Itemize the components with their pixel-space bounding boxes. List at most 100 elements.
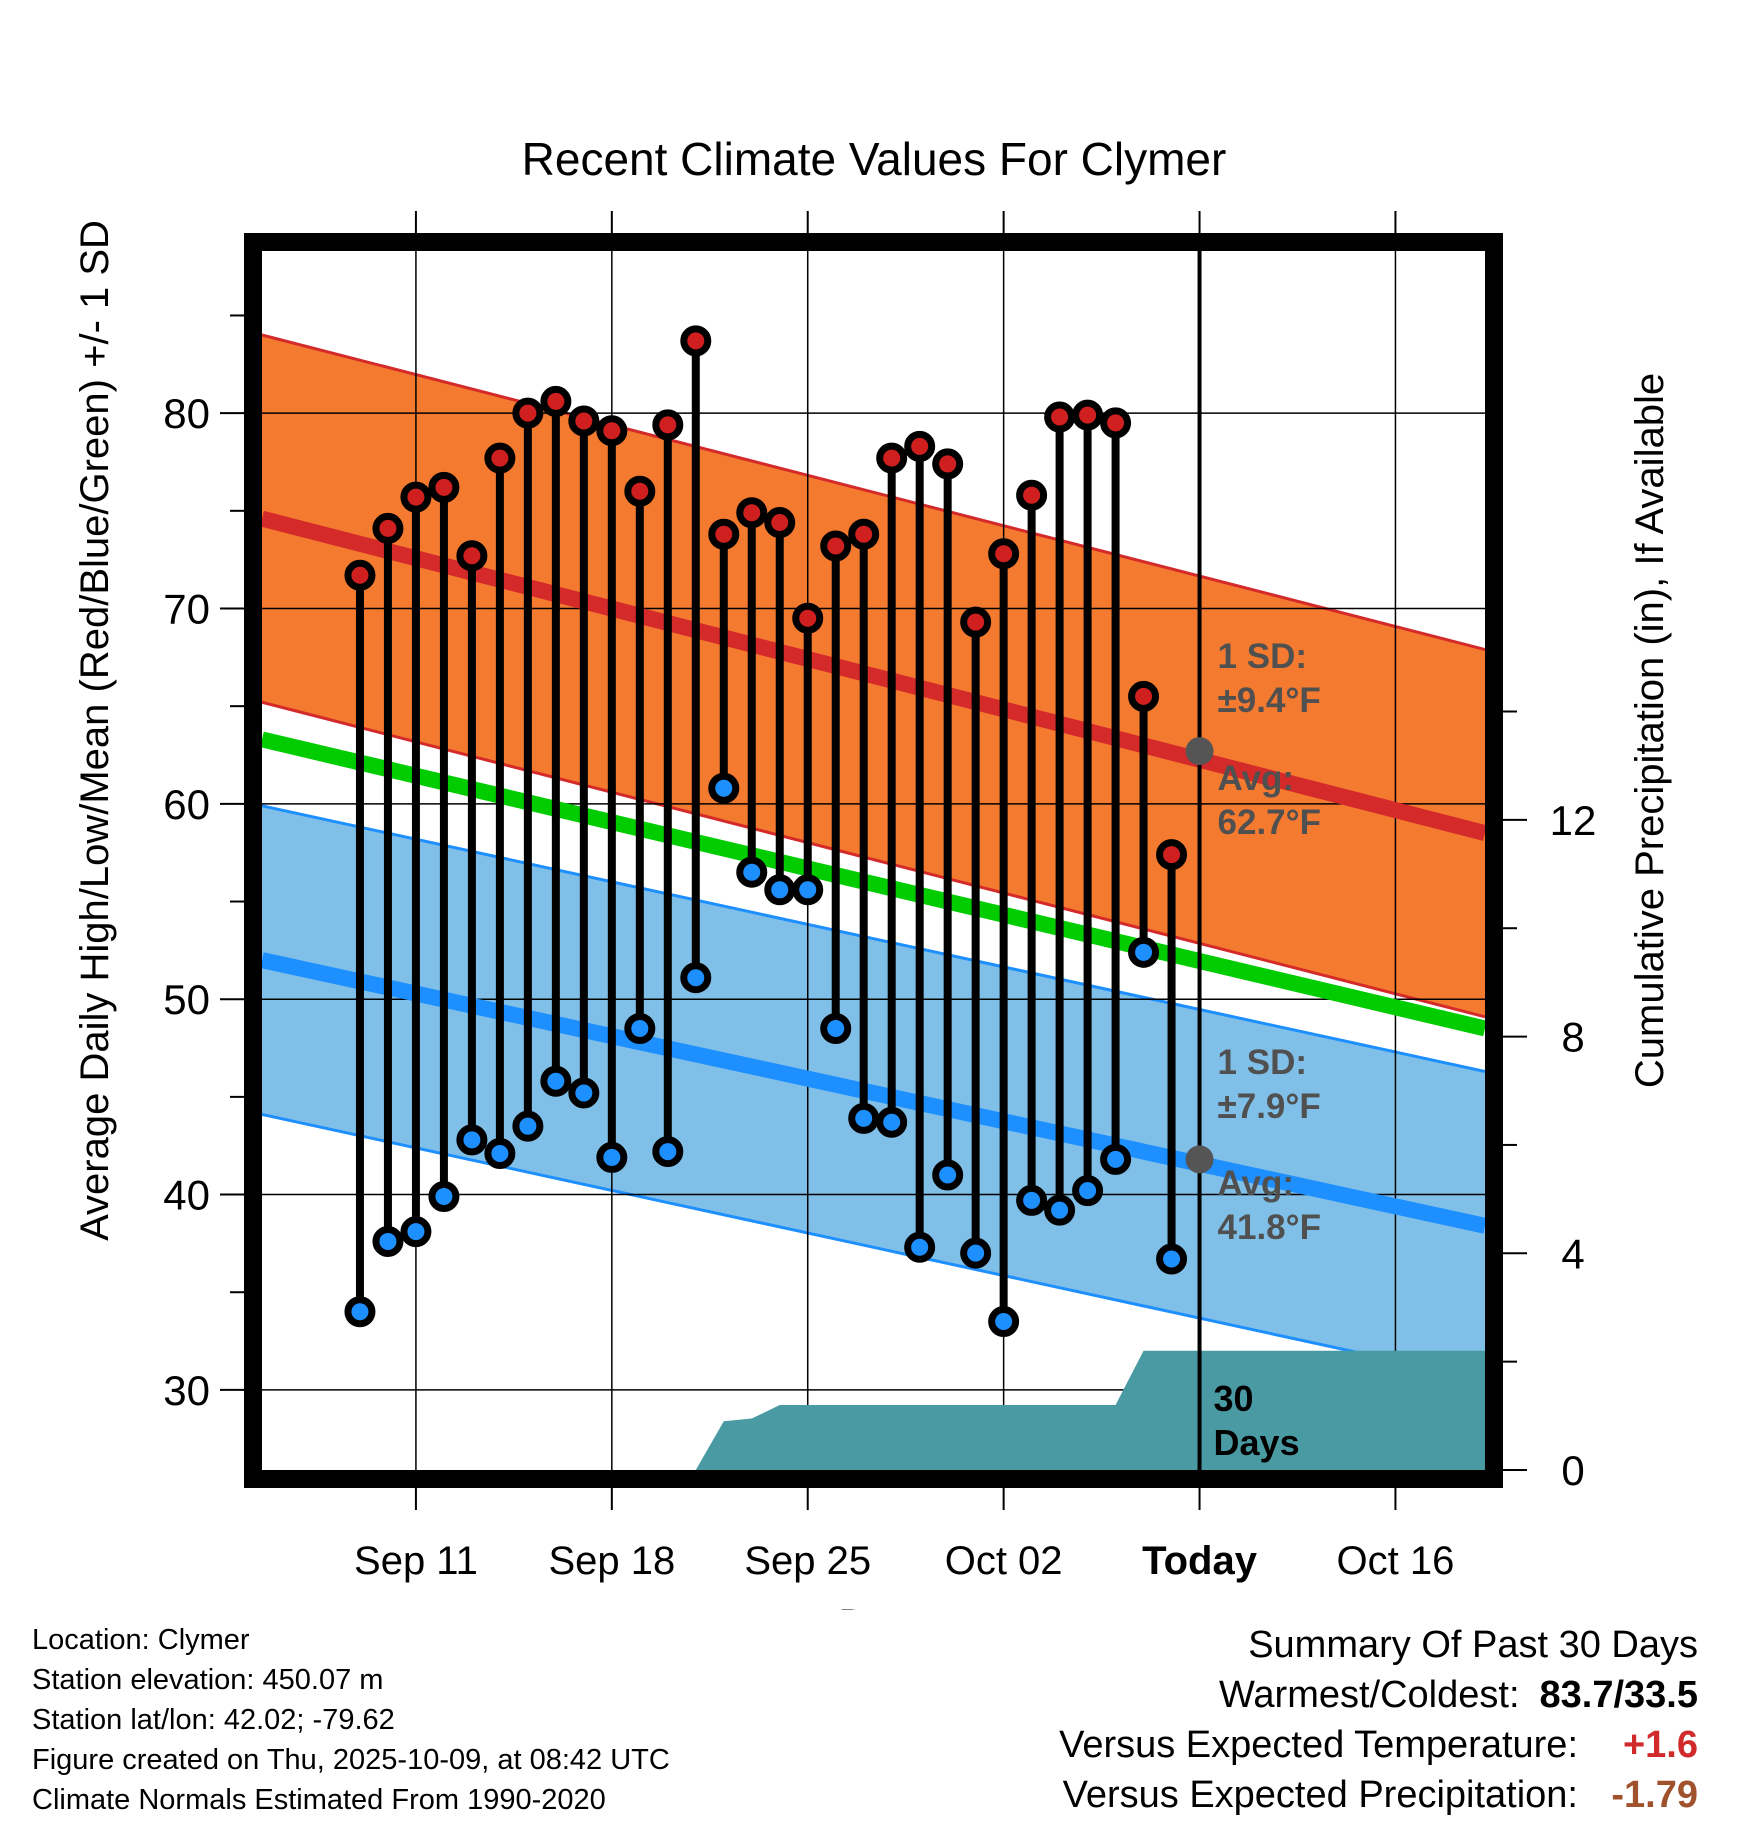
y-tick-label: 60 bbox=[163, 781, 210, 828]
low-point bbox=[820, 1013, 852, 1045]
low-point bbox=[1156, 1243, 1188, 1275]
high-point bbox=[456, 540, 488, 572]
high-point bbox=[1156, 839, 1188, 871]
precip-area bbox=[695, 1350, 1485, 1470]
y-tick-label: 30 bbox=[163, 1367, 210, 1414]
x-axis-label: Day bbox=[838, 1602, 909, 1610]
high-point bbox=[1128, 680, 1160, 712]
summary-temp: Versus Expected Temperature: +1.6 bbox=[1059, 1720, 1698, 1770]
low-avg-label: Avg: bbox=[1218, 1164, 1294, 1203]
climate-chart: Recent Climate Values For Clymer 1 SD: ±9… bbox=[73, 133, 1672, 1610]
precip-label-line1: 30 bbox=[1214, 1378, 1254, 1419]
low-sd-value: ±7.9°F bbox=[1218, 1087, 1321, 1126]
low-point bbox=[540, 1065, 572, 1097]
high-sd-band-lower-edge bbox=[261, 700, 1486, 1019]
high-point bbox=[400, 481, 432, 513]
high-point bbox=[960, 606, 992, 638]
summary-warm-cold: Warmest/Coldest: 83.7/33.5 bbox=[1059, 1670, 1698, 1720]
summary-precip: Versus Expected Precipitation: -1.79 bbox=[1059, 1770, 1698, 1820]
elevation-text: Station elevation: 450.07 m bbox=[32, 1664, 384, 1696]
low-point bbox=[764, 874, 796, 906]
low-point bbox=[428, 1181, 460, 1213]
high-point bbox=[1044, 401, 1076, 433]
low-sd-band-lower-edge bbox=[261, 1112, 1486, 1382]
high-point bbox=[708, 518, 740, 550]
high-point bbox=[876, 442, 908, 474]
today-low-avg-marker bbox=[1185, 1145, 1214, 1174]
low-point bbox=[1016, 1184, 1048, 1216]
low-point bbox=[792, 874, 824, 906]
high-point bbox=[848, 518, 880, 550]
summary-title: Summary Of Past 30 Days bbox=[1248, 1624, 1698, 1666]
low-point bbox=[932, 1159, 964, 1191]
y-right-tick-label: 0 bbox=[1561, 1447, 1584, 1494]
plot-frame bbox=[244, 233, 1503, 1488]
station-info: Location: Clymer Station elevation: 450.… bbox=[32, 1620, 670, 1820]
high-point bbox=[512, 397, 544, 429]
warm-cold-label: Warmest/Coldest: bbox=[1218, 1674, 1520, 1716]
chart-title: Recent Climate Values For Clymer bbox=[522, 133, 1227, 185]
low-point bbox=[876, 1106, 908, 1138]
high-point bbox=[1072, 399, 1104, 431]
precip-value: -1.79 bbox=[1611, 1774, 1698, 1816]
x-tick-label: Oct 16 bbox=[1337, 1539, 1455, 1583]
high-point bbox=[904, 430, 936, 462]
high-point bbox=[596, 415, 628, 447]
y-axis-right-label: Cumulative Precipitation (in), If Availa… bbox=[1628, 373, 1672, 1088]
low-point bbox=[372, 1225, 404, 1257]
high-point bbox=[624, 475, 656, 507]
low-point bbox=[988, 1306, 1020, 1338]
normal-high-line bbox=[260, 510, 1487, 841]
low-point bbox=[1100, 1143, 1132, 1175]
high-point bbox=[1100, 407, 1132, 439]
high-point bbox=[484, 442, 516, 474]
low-point bbox=[512, 1110, 544, 1142]
high-point bbox=[988, 538, 1020, 570]
normal-mean-line bbox=[260, 731, 1487, 1037]
low-avg-value: 41.8°F bbox=[1218, 1208, 1322, 1247]
high-point bbox=[652, 409, 684, 441]
low-point bbox=[708, 772, 740, 804]
low-point bbox=[344, 1296, 376, 1328]
high-point bbox=[372, 512, 404, 544]
low-point bbox=[736, 856, 768, 888]
normal-low-line bbox=[260, 952, 1487, 1234]
temp-value: +1.6 bbox=[1622, 1724, 1698, 1766]
low-point bbox=[400, 1216, 432, 1248]
x-tick-label: Oct 02 bbox=[945, 1539, 1063, 1583]
latlon-text: Station lat/lon: 42.02; -79.62 bbox=[32, 1704, 395, 1736]
y-right-tick-label: 12 bbox=[1550, 797, 1597, 844]
warm-cold-value: 83.7/33.5 bbox=[1539, 1674, 1698, 1716]
high-sd-band-upper-edge bbox=[261, 333, 1486, 651]
low-point bbox=[596, 1141, 628, 1173]
high-point bbox=[568, 405, 600, 437]
x-tick-label: Sep 11 bbox=[354, 1539, 478, 1583]
today-high-avg-marker bbox=[1185, 737, 1214, 766]
y-tick-label: 70 bbox=[163, 585, 210, 632]
x-tick-label: Sep 25 bbox=[744, 1539, 871, 1583]
high-point bbox=[736, 497, 768, 529]
high-point bbox=[1016, 479, 1048, 511]
high-avg-value: 62.7°F bbox=[1218, 803, 1322, 842]
high-point bbox=[764, 507, 796, 539]
low-point bbox=[484, 1138, 516, 1170]
created-text: Figure created on Thu, 2025-10-09, at 08… bbox=[32, 1744, 670, 1776]
y-right-tick-label: 4 bbox=[1561, 1230, 1584, 1277]
low-point bbox=[1044, 1194, 1076, 1226]
y-axis-label: Average Daily High/Low/Mean (Red/Blue/Gr… bbox=[73, 220, 117, 1241]
high-point bbox=[428, 471, 460, 503]
precip-label: Versus Expected Precipitation: bbox=[1062, 1774, 1578, 1816]
low-point bbox=[1128, 936, 1160, 968]
location-text: Location: Clymer bbox=[32, 1624, 250, 1656]
precip-label-line2: Days bbox=[1214, 1422, 1300, 1463]
low-point bbox=[848, 1102, 880, 1134]
summary-panel: Summary Of Past 30 Days Warmest/Coldest:… bbox=[1059, 1620, 1698, 1820]
x-tick-label: Sep 18 bbox=[548, 1539, 675, 1583]
temp-label: Versus Expected Temperature: bbox=[1059, 1724, 1578, 1766]
y-tick-label: 40 bbox=[163, 1172, 210, 1219]
y-tick-label: 50 bbox=[163, 976, 210, 1023]
normals-text: Climate Normals Estimated From 1990-2020 bbox=[32, 1784, 606, 1816]
low-point bbox=[680, 962, 712, 994]
high-point bbox=[344, 559, 376, 591]
high-point bbox=[540, 385, 572, 417]
